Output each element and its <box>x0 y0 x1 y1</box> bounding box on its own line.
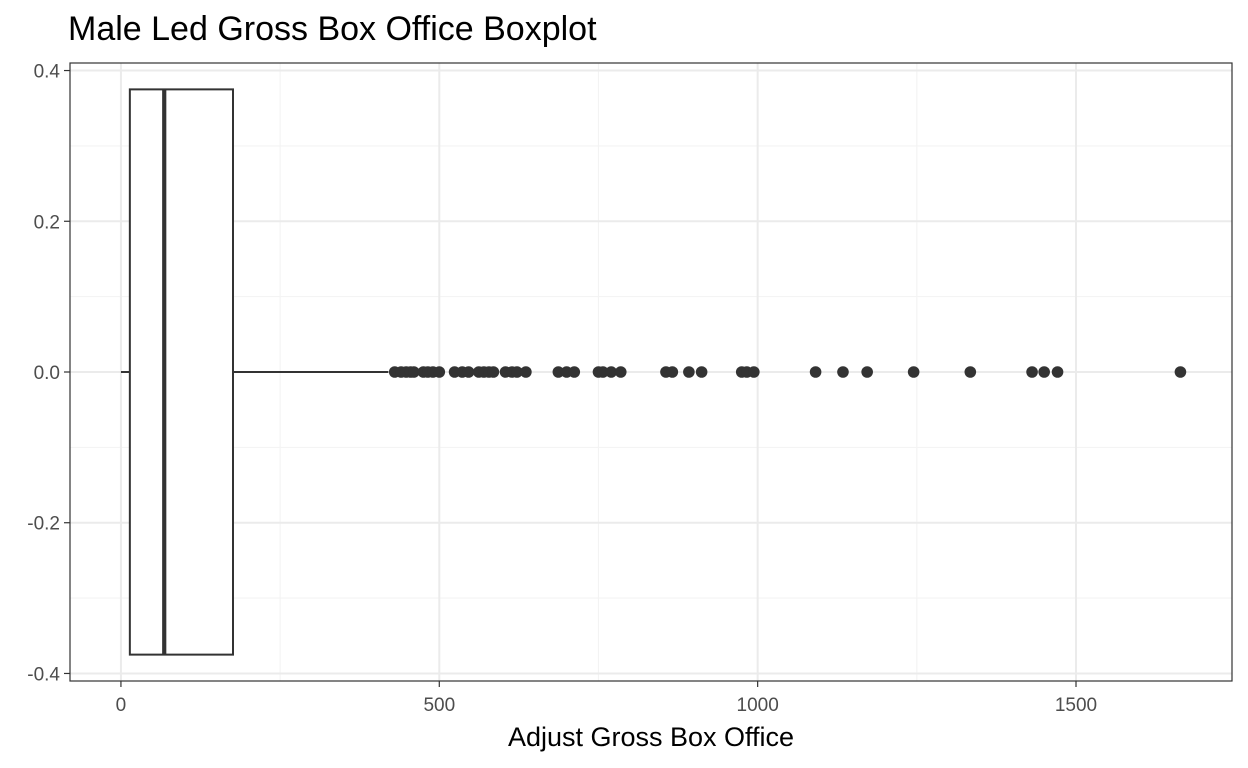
chart-title: Male Led Gross Box Office Boxplot <box>68 10 597 48</box>
iqr-box <box>128 88 234 656</box>
y-tick-label: -0.2 <box>27 514 60 535</box>
outlier-point <box>614 366 627 378</box>
outlier-point <box>605 366 618 378</box>
x-tick-label: 1000 <box>737 695 779 716</box>
outlier-point <box>433 366 446 378</box>
outlier-point <box>748 366 760 378</box>
outlier-point <box>597 366 609 378</box>
outlier-point <box>964 366 977 378</box>
y-tick-label: 0.4 <box>34 62 61 83</box>
outlier-point <box>1038 366 1050 378</box>
outlier-point <box>487 366 500 378</box>
outlier-point <box>837 366 849 378</box>
y-tick-label: 0.2 <box>34 212 60 233</box>
outlier-point <box>1174 366 1187 378</box>
boxplot-box-group <box>120 88 389 656</box>
x-tick-label: 1500 <box>1055 695 1097 716</box>
y-tick-label: 0.0 <box>34 363 60 384</box>
outlier-point <box>907 366 920 378</box>
outlier-points <box>388 366 1187 378</box>
outlier-point <box>408 366 420 378</box>
outlier-point <box>683 366 695 378</box>
outlier-point <box>552 366 565 378</box>
outlier-point <box>861 366 873 378</box>
x-tick-label: 0 <box>116 695 127 716</box>
outlier-point <box>511 366 523 378</box>
outlier-point <box>568 366 581 378</box>
y-tick-label: -0.4 <box>27 664 60 685</box>
outlier-point <box>1051 366 1064 378</box>
outlier-point <box>666 366 679 378</box>
outlier-point <box>695 366 708 378</box>
outlier-point <box>462 366 475 378</box>
outlier-point <box>809 366 822 378</box>
axes: 0 500 1000 1500 0.4 0.2 0.0 -0.2 -0.4 <box>27 62 1097 716</box>
grid-lines <box>70 63 1232 681</box>
x-axis-title: Adjust Gross Box Office <box>508 722 794 752</box>
outlier-point <box>1026 366 1038 378</box>
outlier-point <box>520 366 532 378</box>
x-tick-label: 500 <box>423 695 455 716</box>
